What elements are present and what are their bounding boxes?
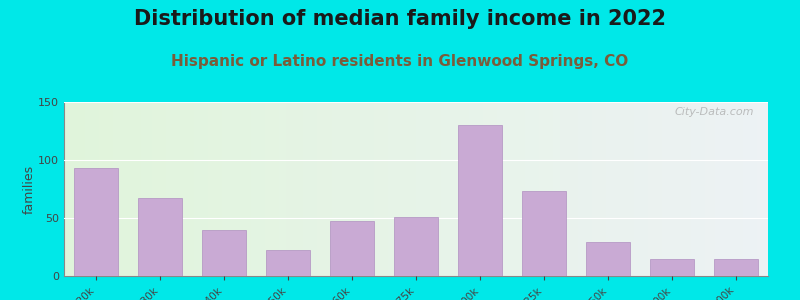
Bar xyxy=(138,198,182,276)
Bar xyxy=(330,221,374,276)
Y-axis label: families: families xyxy=(22,164,35,214)
Bar xyxy=(202,230,246,276)
Bar xyxy=(586,242,630,276)
Bar xyxy=(394,217,438,276)
Bar xyxy=(522,191,566,276)
Bar xyxy=(266,250,310,276)
Text: City-Data.com: City-Data.com xyxy=(674,107,754,117)
Bar xyxy=(74,168,118,276)
Bar xyxy=(650,259,694,276)
Text: Hispanic or Latino residents in Glenwood Springs, CO: Hispanic or Latino residents in Glenwood… xyxy=(171,54,629,69)
Bar xyxy=(714,259,758,276)
Text: Distribution of median family income in 2022: Distribution of median family income in … xyxy=(134,9,666,29)
Bar xyxy=(458,125,502,276)
